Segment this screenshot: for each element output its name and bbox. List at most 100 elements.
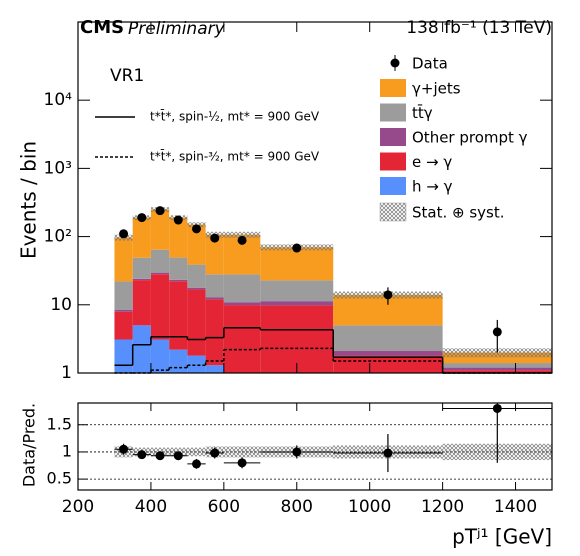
bar-segment bbox=[114, 237, 133, 282]
legend-swatch bbox=[379, 202, 407, 222]
x-tick-label: 1400 bbox=[494, 497, 537, 517]
data-point bbox=[173, 215, 183, 225]
ratio-point bbox=[210, 448, 220, 458]
experiment: CMS bbox=[80, 17, 124, 38]
y-tick-label: 10³ bbox=[44, 158, 72, 178]
legend-label: h → γ bbox=[412, 178, 453, 196]
bar-segment bbox=[187, 289, 206, 356]
legend-label: Stat. ⊕ syst. bbox=[412, 204, 505, 222]
bar-segment bbox=[442, 363, 552, 368]
ratio-uncertainty-band bbox=[187, 447, 206, 457]
bar-segment bbox=[205, 365, 224, 373]
bar-segment bbox=[169, 279, 188, 282]
ratio-uncertainty-band bbox=[223, 446, 261, 458]
bar-segment bbox=[114, 311, 133, 340]
data-point bbox=[210, 233, 220, 243]
data-point bbox=[155, 206, 165, 216]
x-tick-label: 600 bbox=[208, 497, 240, 517]
bar-segment bbox=[442, 367, 552, 371]
legend-swatch bbox=[380, 177, 406, 195]
bar-segment bbox=[205, 297, 224, 300]
y-tick-label: 10⁴ bbox=[44, 90, 73, 110]
ratio-frame bbox=[77, 402, 553, 491]
bar-segment bbox=[169, 257, 188, 280]
ratio-point bbox=[383, 448, 393, 458]
data-point bbox=[383, 290, 393, 300]
bar-segment bbox=[150, 274, 170, 340]
bar-segment bbox=[260, 305, 334, 373]
data-point bbox=[192, 224, 201, 234]
bar-segment bbox=[442, 370, 552, 373]
bar-segment bbox=[223, 302, 261, 306]
ratio-y-tick-label: 1.5 bbox=[47, 414, 72, 433]
bar-segment bbox=[205, 234, 224, 275]
x-axis-label: pTʲ¹ [GeV] bbox=[452, 525, 552, 549]
data-point bbox=[492, 327, 502, 337]
bar-segment bbox=[223, 274, 261, 303]
bar-segment bbox=[132, 325, 151, 373]
y-tick-label: 1 bbox=[61, 363, 72, 383]
legend-label: t*t̄*, spin-½, mt* = 900 GeV bbox=[150, 109, 320, 123]
bar-segment bbox=[187, 287, 206, 290]
y-tick-label: 10² bbox=[44, 227, 72, 247]
bar-segment bbox=[187, 224, 206, 265]
x-tick-label: 400 bbox=[135, 497, 167, 517]
bar-segment bbox=[333, 355, 443, 373]
bar-segment bbox=[132, 217, 151, 258]
ratio-point bbox=[237, 458, 247, 468]
bar-segment bbox=[150, 272, 170, 275]
ratio-point bbox=[119, 444, 129, 454]
bar-segment bbox=[333, 351, 443, 356]
region: VR1 bbox=[110, 66, 144, 86]
bar-segment bbox=[150, 209, 170, 250]
ratio-y-tick-label: 0.5 bbox=[47, 469, 72, 488]
legend-label: Data bbox=[412, 55, 448, 73]
y-tick-label: 10 bbox=[50, 295, 72, 315]
bar-segment bbox=[132, 257, 151, 279]
bar-segment bbox=[169, 217, 188, 258]
bar-segment bbox=[150, 249, 170, 273]
ratio-point bbox=[173, 451, 183, 461]
ratio-point bbox=[292, 447, 302, 457]
legend-swatch bbox=[380, 128, 406, 146]
bar-segment bbox=[150, 339, 170, 373]
bar-segment bbox=[114, 339, 133, 373]
legend-label: tt̄γ bbox=[412, 103, 433, 122]
bar-segment bbox=[169, 349, 188, 373]
data-point bbox=[119, 229, 129, 239]
bar-segment bbox=[333, 325, 443, 352]
bar-segment bbox=[132, 278, 151, 281]
ratio-point bbox=[192, 459, 201, 469]
ratio-point bbox=[155, 451, 165, 461]
lumi: 138 fb⁻¹ (13 TeV) bbox=[406, 18, 552, 38]
bar-segment bbox=[169, 281, 188, 350]
x-tick-label: 200 bbox=[62, 497, 94, 517]
legend-swatch bbox=[380, 152, 406, 171]
x-tick-label: 1000 bbox=[348, 497, 391, 517]
legend-label: γ+jets bbox=[412, 80, 461, 98]
bar-segment bbox=[187, 355, 206, 373]
uncertainty-band bbox=[442, 348, 552, 358]
bar-segment bbox=[187, 264, 206, 288]
data-point bbox=[237, 235, 247, 245]
bar-segment bbox=[132, 280, 151, 326]
bar-segment bbox=[114, 309, 133, 312]
ratio-point bbox=[492, 403, 502, 413]
plot-frame bbox=[77, 21, 553, 374]
legend-label: e → γ bbox=[412, 153, 452, 171]
data-point bbox=[292, 243, 302, 253]
bar-segment bbox=[260, 280, 334, 302]
uncertainty-band bbox=[223, 231, 261, 238]
bar-segment bbox=[260, 301, 334, 306]
legend-label: t*t̄*, spin-³⁄₂, mt* = 900 GeV bbox=[150, 149, 320, 163]
ratio-y-tick-label: 1 bbox=[62, 441, 72, 460]
bar-segment bbox=[260, 247, 334, 281]
x-tick-label: 800 bbox=[281, 497, 313, 517]
x-tick-label: 1200 bbox=[421, 497, 464, 517]
bar-segment bbox=[205, 299, 224, 366]
bar-segment bbox=[223, 305, 261, 373]
y-axis-label: Events / bin bbox=[17, 141, 41, 259]
ratio-point bbox=[137, 450, 147, 460]
legend-swatch bbox=[380, 79, 406, 97]
